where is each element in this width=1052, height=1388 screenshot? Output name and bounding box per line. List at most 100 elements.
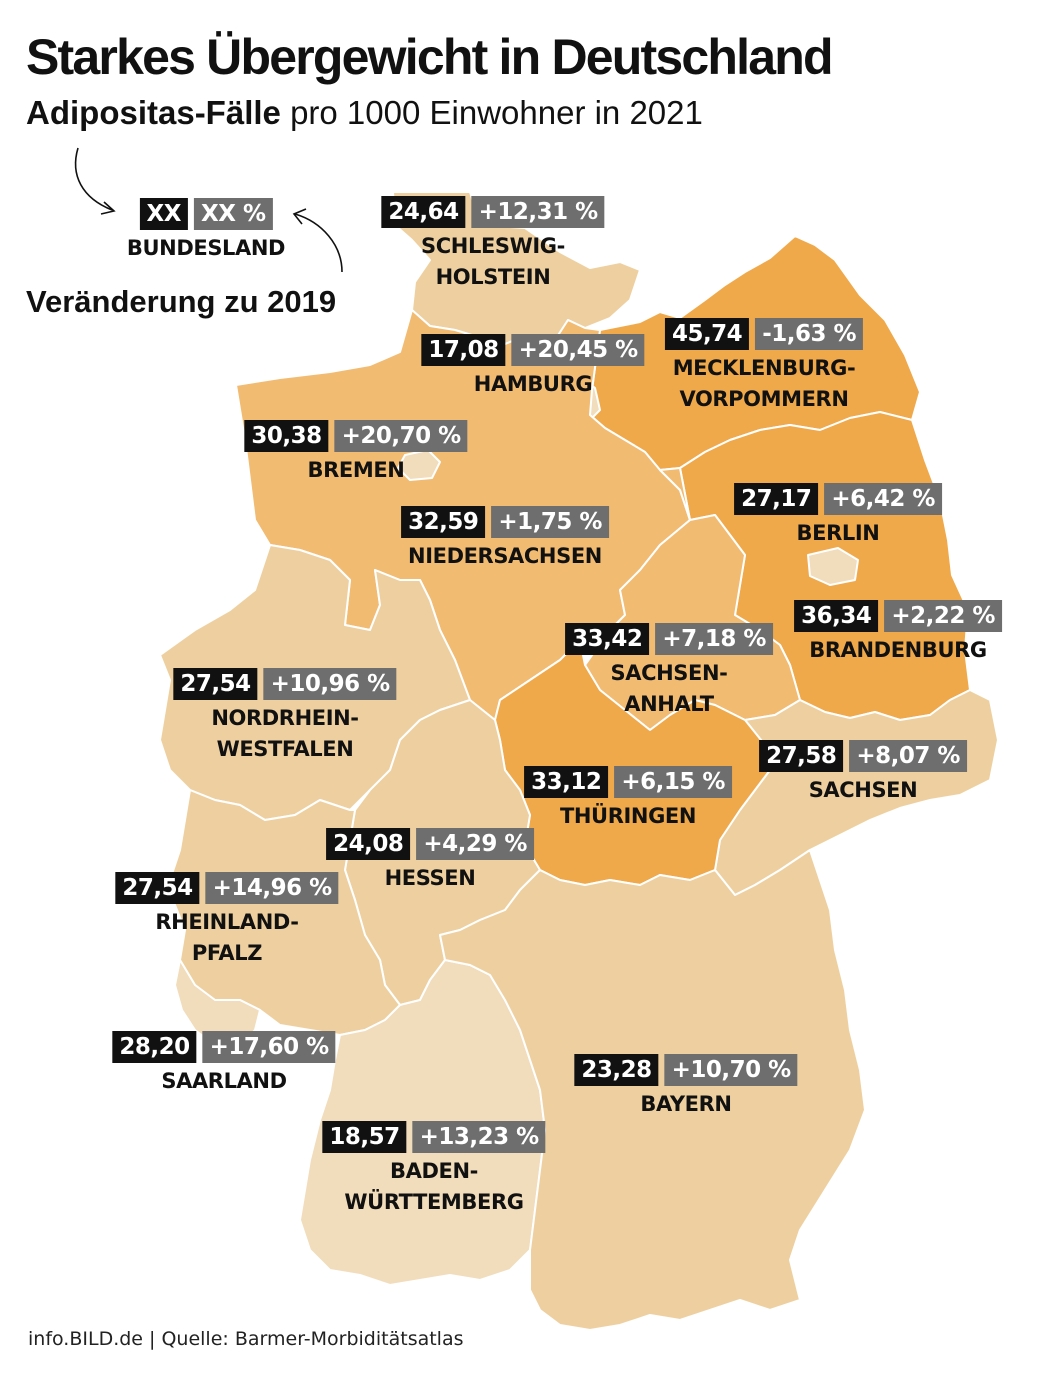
state-value: 32,59	[401, 506, 486, 538]
state-name: BRANDENBURG	[794, 635, 1002, 666]
state-name: SCHLESWIG- HOLSTEIN	[381, 231, 604, 293]
state-value: 30,38	[244, 420, 329, 452]
state-value: 33,42	[565, 623, 650, 655]
state-label-he: 24,08 +4,29 % HESSEN	[326, 828, 534, 894]
state-label-sn: 27,58 +8,07 % SACHSEN	[759, 740, 967, 806]
page-title: Starkes Übergewicht in Deutschland	[26, 29, 834, 85]
state-name: SACHSEN- ANHALT	[565, 658, 773, 720]
state-name: BADEN- WÜRTTEMBERG	[322, 1156, 545, 1218]
legend-change-box: XX %	[193, 198, 273, 230]
state-value: 18,57	[322, 1121, 407, 1153]
state-name: NIEDERSACHSEN	[401, 541, 609, 572]
state-name-line: BREMEN	[307, 458, 405, 482]
state-change: +13,23 %	[412, 1121, 546, 1153]
state-value: 45,74	[664, 318, 750, 350]
state-label-st: 33,42 +7,18 % SACHSEN- ANHALT	[565, 623, 773, 720]
state-name-line: RHEINLAND-	[155, 910, 299, 934]
arrow-icon	[294, 213, 343, 273]
state-change: +12,31 %	[471, 196, 605, 228]
state-change: +14,96 %	[205, 872, 339, 904]
state-label-hh: 17,08 +20,45 % HAMBURG	[421, 334, 645, 400]
state-name-line: SACHSEN-	[610, 661, 728, 685]
state-label-nw: 27,54 +10,96 % NORDRHEIN- WESTFALEN	[173, 668, 397, 765]
state-name-line: HOLSTEIN	[435, 265, 551, 289]
state-label-hb: 30,38 +20,70 % BREMEN	[244, 420, 468, 486]
state-value: 27,58	[759, 740, 844, 772]
state-name-line: THÜRINGEN	[559, 804, 697, 828]
state-label-sl: 28,20 +17,60 % SAARLAND	[112, 1031, 336, 1097]
legend-name: BUNDESLAND	[126, 236, 286, 260]
state-name: BAYERN	[574, 1089, 797, 1120]
source-footer: info.BILD.de | Quelle: Barmer-Morbidität…	[28, 1328, 464, 1350]
state-name-line: HESSEN	[384, 866, 476, 890]
state-label-bb: 36,34 +2,22 % BRANDENBURG	[794, 600, 1002, 666]
state-value: 27,54	[115, 872, 200, 904]
state-value: 24,64	[381, 196, 466, 228]
state-value: 17,08	[421, 334, 506, 366]
state-name-line: BERLIN	[796, 521, 880, 545]
state-label-sh: 24,64 +12,31 % SCHLESWIG- HOLSTEIN	[381, 196, 605, 293]
state-change: +7,18 %	[655, 623, 773, 655]
state-change: +10,96 %	[263, 668, 397, 700]
state-name-line: ANHALT	[624, 692, 714, 716]
state-change: +6,42 %	[824, 483, 942, 515]
state-change: +8,07 %	[849, 740, 967, 772]
state-name: BREMEN	[244, 455, 467, 486]
state-name: SAARLAND	[112, 1066, 335, 1097]
state-name: NORDRHEIN- WESTFALEN	[173, 703, 396, 765]
state-name: HESSEN	[326, 863, 534, 894]
legend-value-box: XX	[139, 198, 188, 230]
state-change: +1,75 %	[491, 506, 609, 538]
state-name-line: BAYERN	[640, 1092, 732, 1116]
state-label-be: 27,17 +6,42 % BERLIN	[734, 483, 942, 549]
state-change: +20,45 %	[511, 334, 645, 366]
state-name-line: WÜRTTEMBERG	[344, 1190, 524, 1214]
state-change: +20,70 %	[334, 420, 468, 452]
legend-note: Veränderung zu 2019	[26, 284, 337, 319]
arrowhead-icon	[100, 201, 116, 215]
state-value: 36,34	[794, 600, 879, 632]
state-name: BERLIN	[734, 518, 942, 549]
state-value: 23,28	[574, 1054, 659, 1086]
state-label-th: 33,12 +6,15 % THÜRINGEN	[524, 766, 732, 832]
state-name-line: SAARLAND	[161, 1069, 287, 1093]
state-label-rp: 27,54 +14,96 % RHEINLAND- PFALZ	[115, 872, 339, 969]
state-label-mv: 45,74 -1,63 % MECKLENBURG- VORPOMMERN	[664, 318, 864, 415]
subtitle-bold: Adipositas-Fälle	[26, 94, 281, 131]
arrowhead-icon	[292, 208, 307, 225]
state-name-line: MECKLENBURG-	[672, 356, 856, 380]
state-name: HAMBURG	[421, 369, 644, 400]
state-name-line: PFALZ	[191, 941, 263, 965]
state-name-line: VORPOMMERN	[679, 387, 849, 411]
state-label-by: 23,28 +10,70 % BAYERN	[574, 1054, 798, 1120]
subtitle-rest: pro 1000 Einwohner in 2021	[290, 94, 703, 131]
state-name-line: BRANDENBURG	[809, 638, 987, 662]
state-change: +10,70 %	[664, 1054, 798, 1086]
state-name: MECKLENBURG- VORPOMMERN	[665, 353, 863, 415]
arrow-icon	[74, 147, 113, 211]
state-change: +6,15 %	[614, 766, 732, 798]
state-label-ni: 32,59 +1,75 % NIEDERSACHSEN	[401, 506, 609, 572]
legend-key: XX XX % BUNDESLAND	[127, 198, 285, 264]
state-change: +17,60 %	[202, 1031, 336, 1063]
state-name: SACHSEN	[759, 775, 967, 806]
state-change: +4,29 %	[416, 828, 534, 860]
state-value: 28,20	[112, 1031, 197, 1063]
state-change: +2,22 %	[884, 600, 1002, 632]
state-value: 27,54	[173, 668, 258, 700]
state-name: THÜRINGEN	[524, 801, 732, 832]
state-label-bw: 18,57 +13,23 % BADEN- WÜRTTEMBERG	[322, 1121, 546, 1218]
state-name: RHEINLAND- PFALZ	[115, 907, 338, 969]
state-name-line: NORDRHEIN-	[211, 706, 359, 730]
state-value: 33,12	[524, 766, 609, 798]
state-name-line: SACHSEN	[808, 778, 918, 802]
state-value: 27,17	[734, 483, 819, 515]
state-change: -1,63 %	[755, 318, 864, 350]
state-name-line: BADEN-	[390, 1159, 478, 1183]
state-shape-be	[807, 547, 859, 586]
state-name-line: SCHLESWIG-	[421, 234, 565, 258]
page-subtitle: Adipositas-Fälle pro 1000 Einwohner in 2…	[26, 94, 703, 132]
state-name-line: NIEDERSACHSEN	[408, 544, 602, 568]
state-name-line: WESTFALEN	[216, 737, 354, 761]
